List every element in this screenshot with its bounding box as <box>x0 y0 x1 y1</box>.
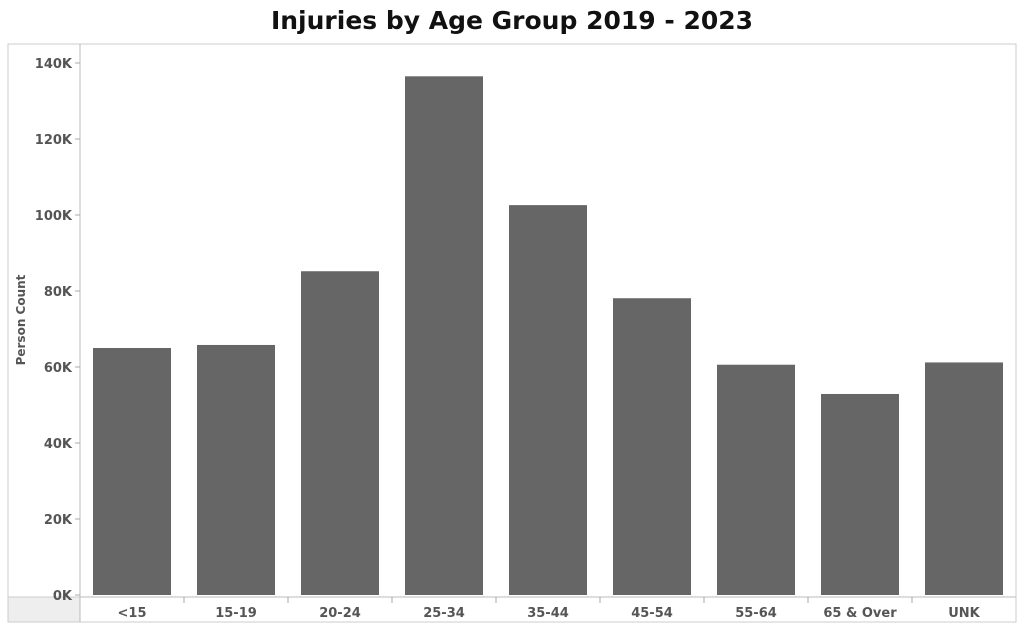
y-tick-label: 140K <box>35 57 73 72</box>
bar-45-54[interactable] <box>613 298 691 595</box>
bar-25-34[interactable] <box>405 76 483 596</box>
bar-unk[interactable] <box>925 362 1003 595</box>
bar-65-over[interactable] <box>821 393 899 595</box>
x-tick-label: 35-44 <box>527 606 569 621</box>
y-tick-label: 120K <box>35 133 73 148</box>
y-tick-label: 100K <box>35 209 73 224</box>
bar-15-19[interactable] <box>197 344 275 595</box>
chart-title: Injuries by Age Group 2019 - 2023 <box>270 6 754 35</box>
x-tick-label: UNK <box>948 606 980 621</box>
y-tick-label: 60K <box>44 361 73 376</box>
corner-header <box>7 596 81 623</box>
x-axis-ticks: <15 15-19 20-24 25-34 35-44 45-54 55-64 65 & Ov… <box>118 597 981 621</box>
x-tick-label: 20-24 <box>319 606 361 621</box>
y-tick-label: 20K <box>44 513 73 528</box>
bar-55-64[interactable] <box>717 364 795 595</box>
bar-20-24[interactable] <box>301 271 379 595</box>
y-tick-label: 40K <box>44 437 73 452</box>
y-axis-ticks: 0K 20K 40K 60K 80K 100K 120K 140K <box>35 57 80 604</box>
bars <box>93 76 1003 596</box>
x-tick-label: 65 & Over <box>823 606 897 621</box>
x-tick-label: 15-19 <box>215 606 257 621</box>
x-tick-label: 55-64 <box>735 606 777 621</box>
x-tick-label: <15 <box>118 606 147 621</box>
bar-15[interactable] <box>93 348 171 595</box>
y-tick-label: 80K <box>44 285 73 300</box>
x-tick-label: 25-34 <box>423 606 465 621</box>
y-axis-title: Person Count <box>14 274 28 365</box>
bar-35-44[interactable] <box>509 205 587 595</box>
x-tick-label: 45-54 <box>631 606 673 621</box>
y-tick-label: 0K <box>53 589 73 604</box>
